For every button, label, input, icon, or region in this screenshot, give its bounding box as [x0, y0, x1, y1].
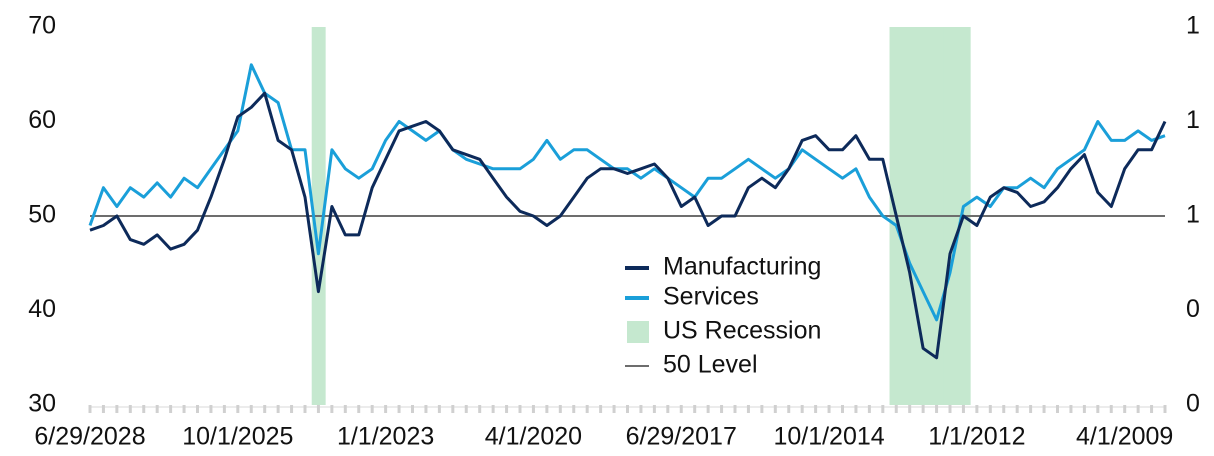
legend-label: Manufacturing	[663, 253, 821, 281]
x-tick-label: 4/1/2009	[1076, 423, 1173, 451]
legend-label: 50 Level	[663, 351, 758, 379]
x-tick-label: 6/29/2028	[34, 423, 145, 451]
x-tick-label: 6/29/2017	[626, 423, 737, 451]
legend-label: US Recession	[663, 317, 821, 345]
y2-tick-label: 1	[1186, 12, 1200, 40]
legend-label: Services	[663, 283, 759, 311]
y2-tick-label: 1	[1186, 201, 1200, 229]
series-line	[89, 91, 1167, 360]
y-tick-label: 40	[28, 295, 56, 323]
x-tick-label: 1/1/2023	[337, 423, 434, 451]
y-tick-label: 60	[28, 106, 56, 134]
y2-tick-label: 0	[1186, 295, 1200, 323]
y2-tick-label: 1	[1186, 106, 1200, 134]
y-tick-label: 70	[28, 12, 56, 40]
legend-swatch	[627, 321, 649, 343]
x-tick-label: 1/1/2012	[928, 423, 1025, 451]
x-tick-label: 4/1/2020	[485, 423, 582, 451]
x-tick-label: 10/1/2014	[773, 423, 884, 451]
y-tick-label: 30	[28, 390, 56, 418]
y2-tick-label: 0	[1186, 390, 1200, 418]
series-line	[88, 63, 1166, 322]
x-tick-label: 10/1/2025	[182, 423, 293, 451]
y-tick-label: 50	[28, 201, 56, 229]
